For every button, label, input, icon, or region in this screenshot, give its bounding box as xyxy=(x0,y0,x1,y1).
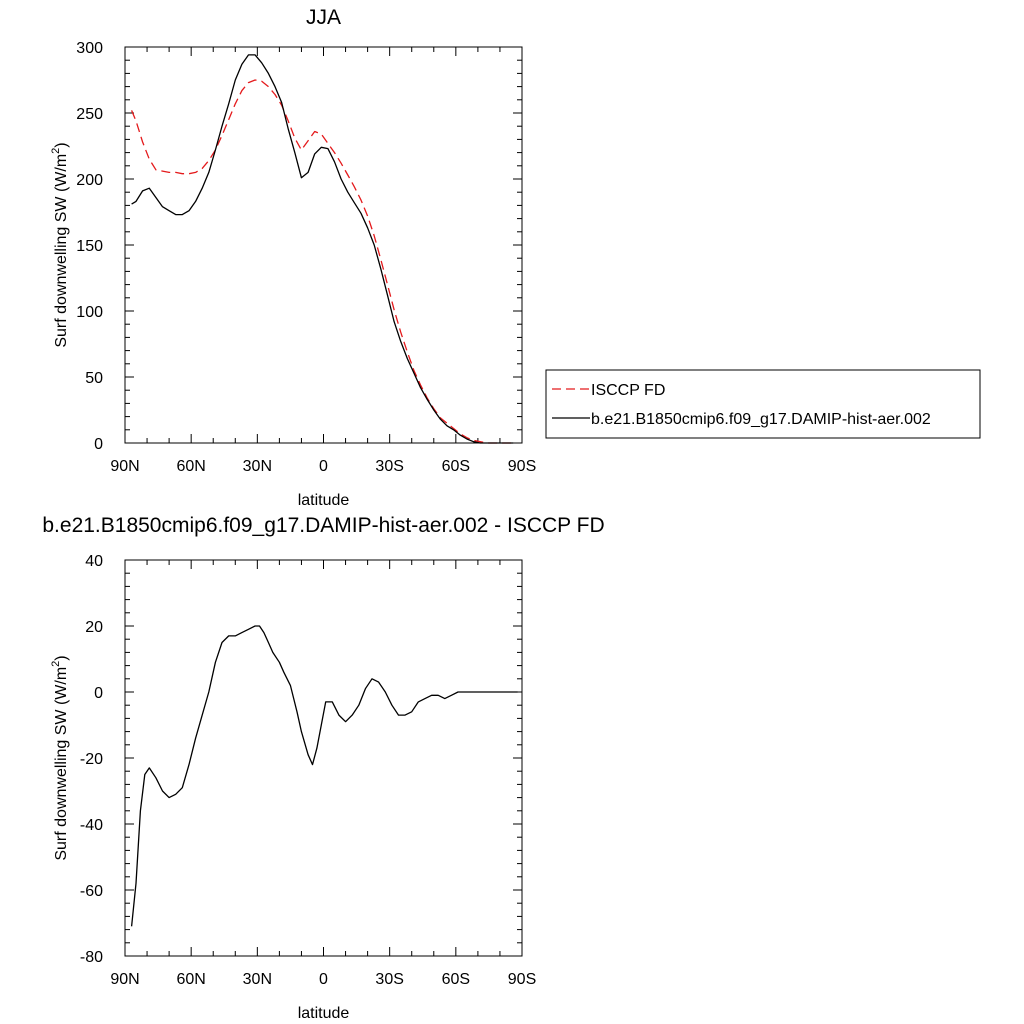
y-axis-label-superscript: 2 xyxy=(50,148,62,154)
x-tick-label: 30N xyxy=(243,458,272,475)
x-tick-label: 60S xyxy=(442,971,470,988)
y-tick-label: 0 xyxy=(94,436,103,453)
x-tick-label: 90N xyxy=(110,458,139,475)
y-tick-label: 250 xyxy=(76,106,103,123)
x-tick-label: 30S xyxy=(375,458,403,475)
y-tick-label: 40 xyxy=(85,553,103,570)
legend-entry-1: b.e21.B1850cmip6.f09_g17.DAMIP-hist-aer.… xyxy=(591,411,931,428)
x-tick-label: 90S xyxy=(508,458,536,475)
series-line-0 xyxy=(131,79,514,444)
y-tick-label: -20 xyxy=(80,751,103,768)
x-tick-label: 90N xyxy=(110,971,139,988)
plot-frame xyxy=(124,559,523,957)
y-axis-label-close: ) xyxy=(53,655,70,660)
x-axis-label: latitude xyxy=(298,1005,350,1022)
x-tick-label: 0 xyxy=(319,458,328,475)
y-tick-label: 100 xyxy=(76,304,103,321)
panel-difference: b.e21.B1850cmip6.f09_g17.DAMIP-hist-aer.… xyxy=(42,514,604,1022)
y-axis-label-close: ) xyxy=(53,142,70,147)
legend-box xyxy=(545,369,981,439)
x-axis-label: latitude xyxy=(298,492,350,509)
y-tick-label: -40 xyxy=(80,817,103,834)
x-tick-label: 60N xyxy=(176,458,205,475)
y-axis-label: Surf downwelling SW (W/m2) xyxy=(50,655,70,860)
x-tick-label: 30N xyxy=(243,971,272,988)
plot-frame xyxy=(124,46,523,444)
y-tick-label: -80 xyxy=(80,949,103,966)
y-axis-label-text: Surf downwelling SW (W/m xyxy=(53,154,70,348)
panel-jja: JJA 90N 60N 30N 0 30S 60S 90S 0 50 100 150 200 250 300… xyxy=(50,6,981,509)
y-tick-label: 50 xyxy=(85,370,103,387)
y-tick-label: 150 xyxy=(76,238,103,255)
series-line-1 xyxy=(131,54,514,444)
y-axis-label: Surf downwelling SW (W/m2) xyxy=(50,142,70,347)
series-line-0 xyxy=(130,625,518,927)
y-tick-label: 300 xyxy=(76,40,103,57)
y-tick-label: 200 xyxy=(76,172,103,189)
x-tick-label: 90S xyxy=(508,971,536,988)
chart-title: JJA xyxy=(306,6,341,29)
legend: ISCCP FD b.e21.B1850cmip6.f09_g17.DAMIP-h… xyxy=(545,369,981,439)
y-tick-label: -60 xyxy=(80,883,103,900)
legend-entry-0: ISCCP FD xyxy=(591,382,665,399)
chart-title: b.e21.B1850cmip6.f09_g17.DAMIP-hist-aer.… xyxy=(42,514,604,537)
x-tick-label: 0 xyxy=(319,971,328,988)
x-tick-label: 60S xyxy=(442,458,470,475)
x-tick-label: 60N xyxy=(176,971,205,988)
y-tick-label: 20 xyxy=(85,619,103,636)
x-tick-label: 30S xyxy=(375,971,403,988)
y-axis-label-superscript: 2 xyxy=(50,661,62,667)
y-axis-label-text: Surf downwelling SW (W/m xyxy=(53,667,70,861)
y-tick-label: 0 xyxy=(94,685,103,702)
